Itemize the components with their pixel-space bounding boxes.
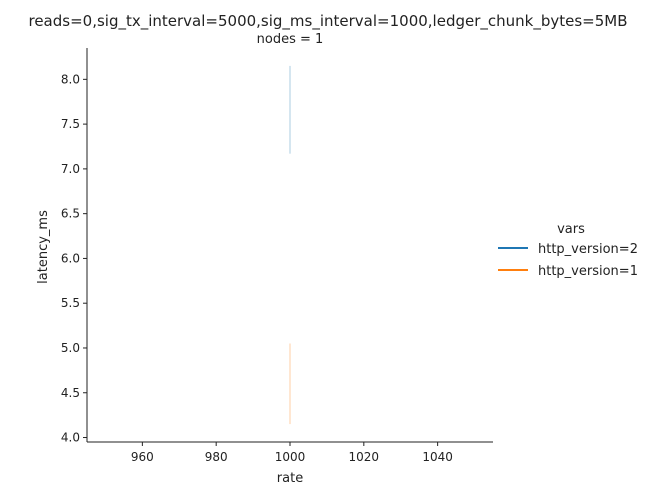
y-ticks: 4.0 4.5 5.0 5.5 6.0 6.5 7.0 7.5 8.0 — [61, 72, 87, 445]
facet-label: nodes = 1 — [257, 32, 324, 47]
x-tick-label: 1000 — [275, 450, 306, 464]
x-tick-label: 980 — [205, 450, 228, 464]
y-tick-label: 5.0 — [61, 341, 80, 355]
y-tick-label: 6.5 — [61, 207, 80, 221]
legend: vars http_version=2 http_version=1 — [498, 222, 638, 279]
y-tick-label: 8.0 — [61, 72, 80, 86]
y-tick-label: 7.5 — [61, 117, 80, 131]
legend-label-1: http_version=2 — [538, 242, 638, 257]
x-tick-label: 960 — [131, 450, 154, 464]
y-tick-label: 5.5 — [61, 296, 80, 310]
x-axis-label: rate — [277, 471, 303, 486]
y-tick-label: 4.5 — [61, 386, 80, 400]
x-ticks: 960 980 1000 1020 1040 — [131, 442, 453, 464]
y-tick-label: 6.0 — [61, 251, 80, 265]
legend-label-2: http_version=1 — [538, 264, 638, 279]
legend-title: vars — [557, 222, 585, 237]
chart-title: reads=0,sig_tx_interval=5000,sig_ms_inte… — [28, 12, 627, 31]
y-axis-label: latency_ms — [36, 210, 51, 284]
x-tick-label: 1020 — [349, 450, 380, 464]
y-tick-label: 7.0 — [61, 162, 80, 176]
x-tick-label: 1040 — [422, 450, 453, 464]
y-tick-label: 4.0 — [61, 431, 80, 445]
